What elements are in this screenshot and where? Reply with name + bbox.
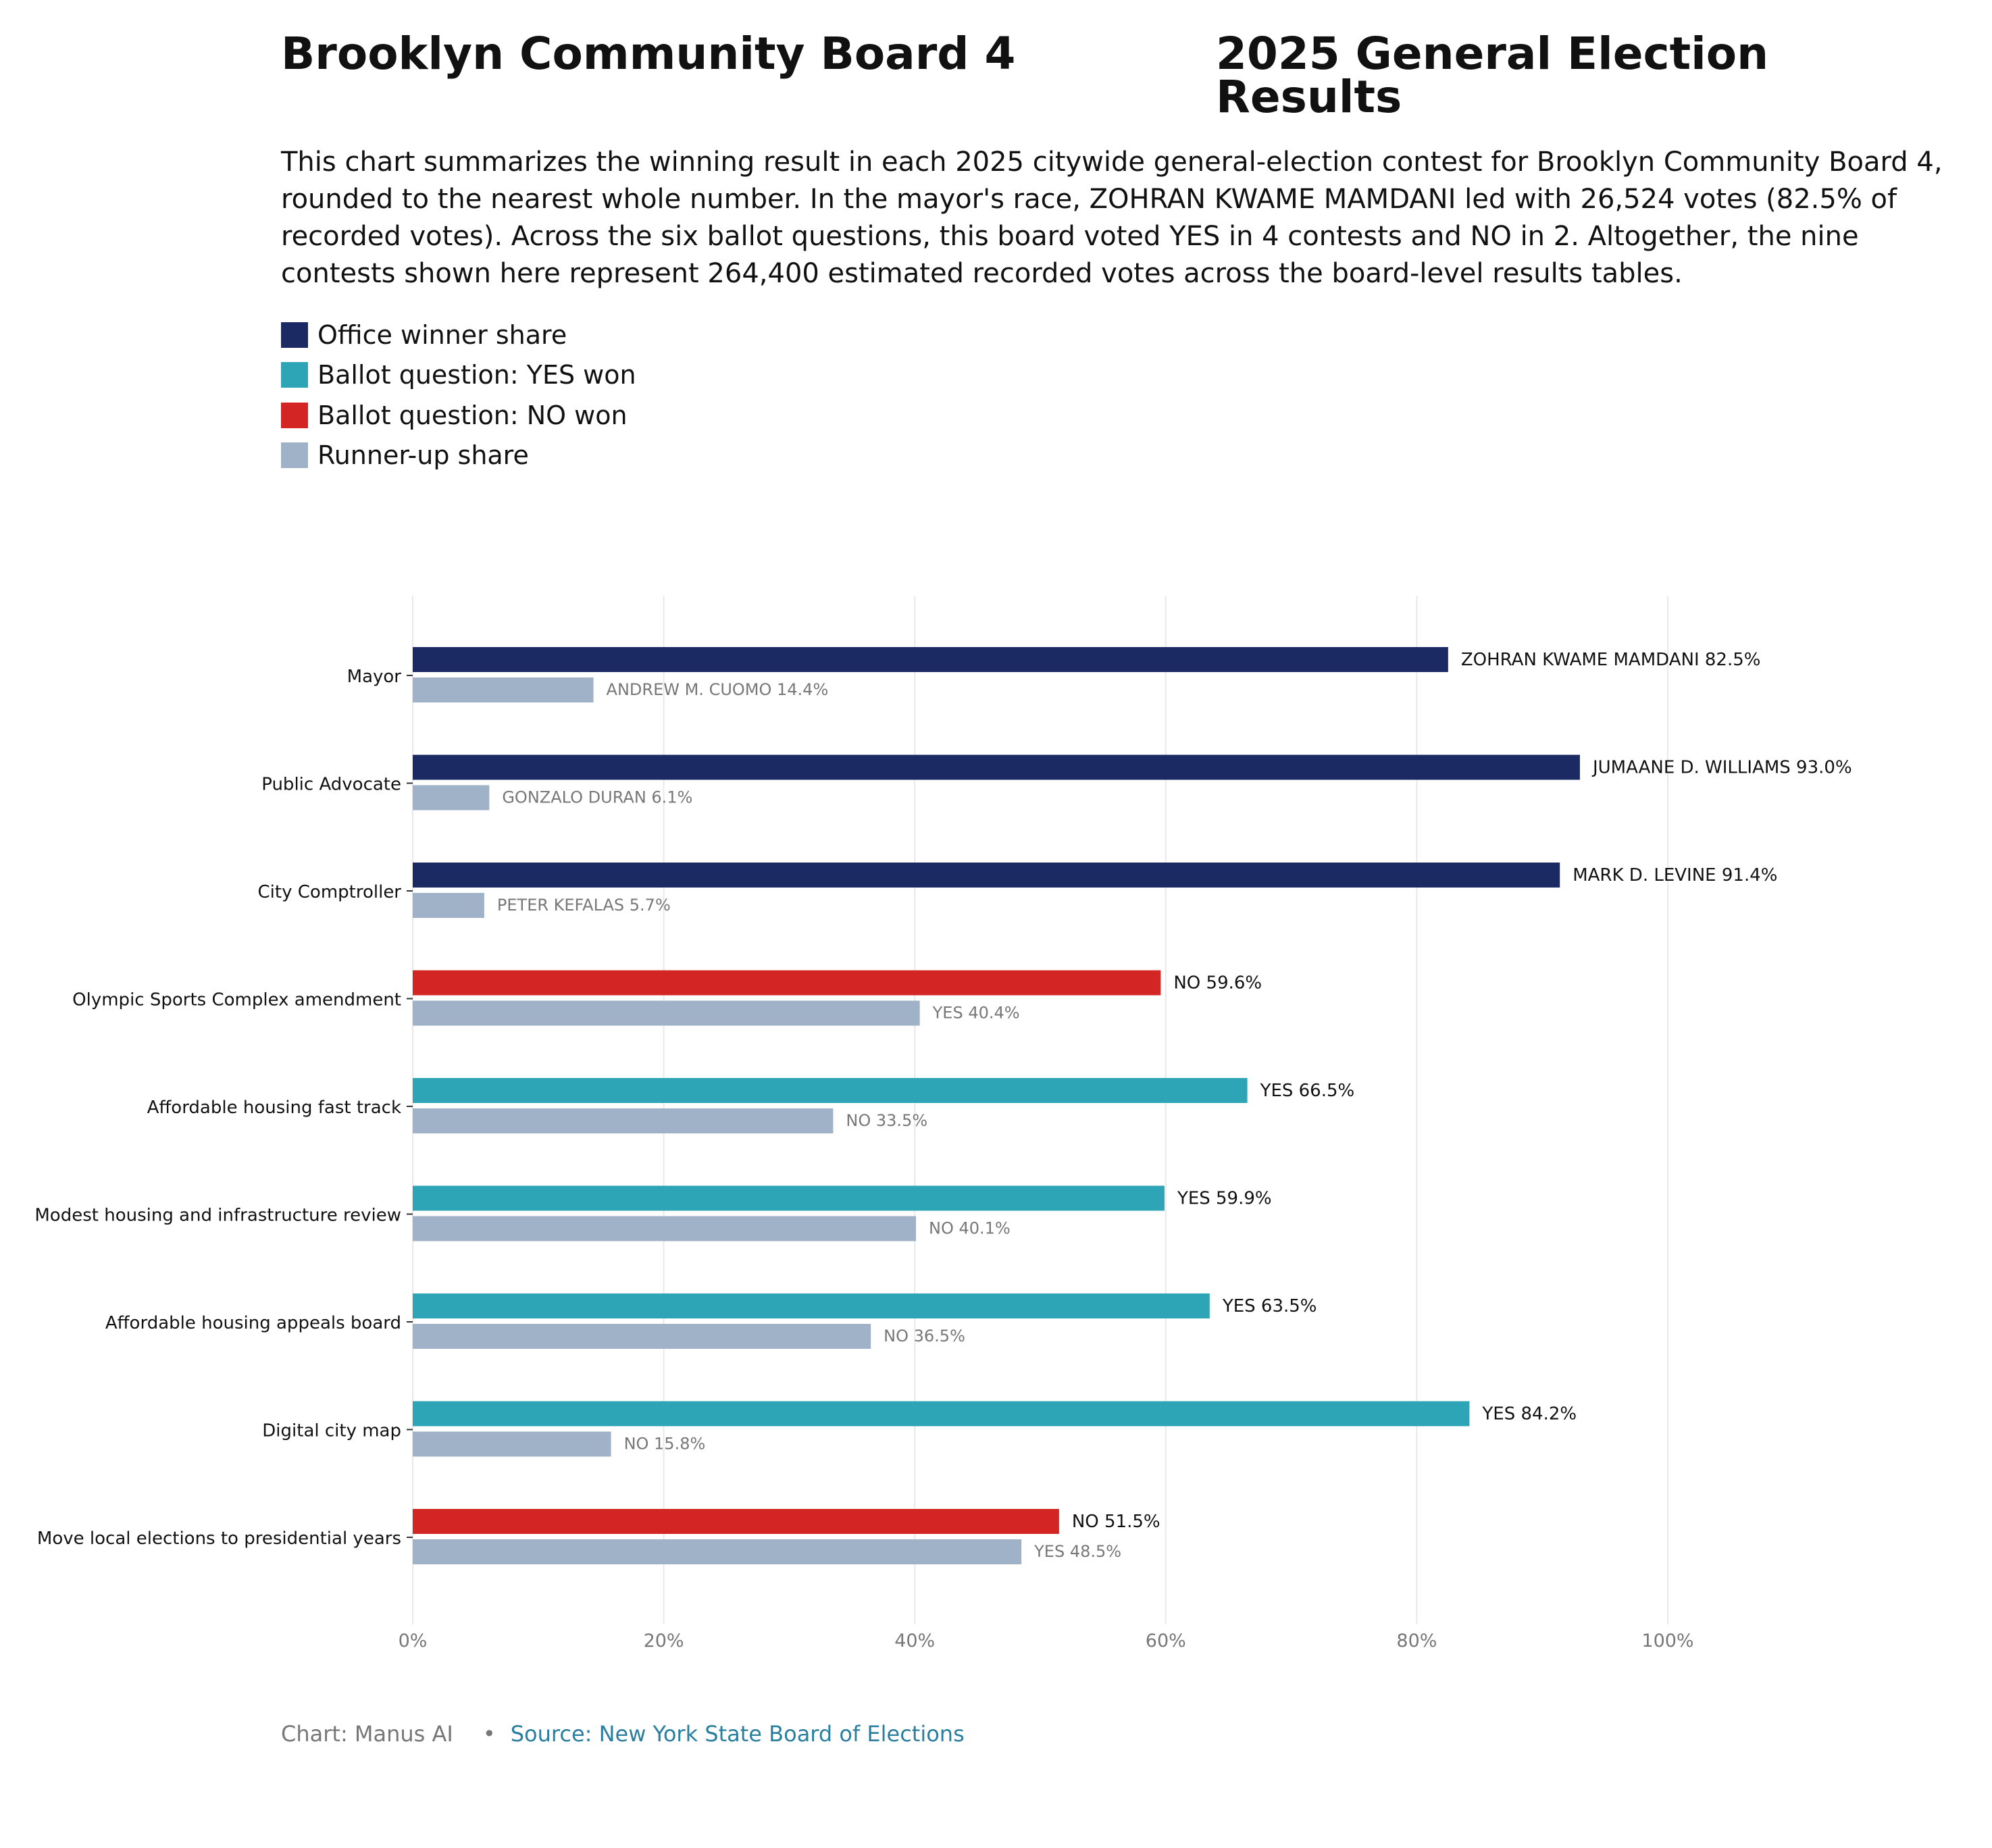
x-tick-label: 0% [399,1631,428,1648]
category-label: Public Advocate [261,775,401,795]
runner-up-bar [413,1108,834,1133]
winner-data-label: YES 66.5% [1260,1081,1355,1101]
runner-up-data-label: PETER KEFALAS 5.7% [497,896,671,915]
legend-item-office-winner: Office winner share [281,315,636,355]
category-label: Olympic Sports Complex amendment [72,990,401,1010]
x-tick-label: 20% [644,1631,684,1648]
runner-up-bar [413,1539,1022,1564]
category-label: Affordable housing fast track [147,1098,401,1118]
x-tick-label: 40% [894,1631,935,1648]
runner-up-data-label: NO 40.1% [929,1219,1011,1238]
chart-title-right: 2025 General Election Results [1216,28,1769,123]
bar-chart: 0% 20% 40% 60% 80% 100% Mayor ZOHRAN KWAME MAMD… [34,596,1852,1648]
legend-swatch [281,402,308,428]
runner-up-bar [413,1431,611,1457]
legend-item-no-won: Ballot question: NO won [281,395,636,436]
footer-separator: • [482,1721,496,1747]
legend-label: Ballot question: NO won [317,400,628,430]
legend-swatch [281,362,308,388]
category-label: Digital city map [262,1421,401,1441]
runner-up-bar [413,893,484,918]
runner-up-data-label: YES 48.5% [1033,1542,1121,1561]
winner-data-label: NO 51.5% [1072,1512,1160,1532]
legend-label: Ballot question: YES won [317,360,636,390]
category-label: Move local elections to presidential yea… [37,1529,401,1549]
winner-bar [413,754,1580,780]
legend-swatch [281,322,308,348]
category-label: Affordable housing appeals board [105,1313,401,1333]
legend: Office winner share Ballot question: YES… [281,315,636,476]
footer: Chart: Manus AI • Source: New York State… [281,1721,965,1747]
winner-bar [413,970,1161,996]
chart-credit: Chart: Manus AI [281,1721,453,1747]
chart-description: This chart summarizes the winning result… [281,147,1943,289]
runner-up-data-label: NO 33.5% [846,1111,927,1130]
winner-bar [413,647,1448,672]
runner-up-bar [413,677,594,702]
runner-up-bar [413,1000,920,1026]
winner-data-label: JUMAANE D. WILLIAMS 93.0% [1591,758,1852,778]
winner-bar [413,863,1560,888]
category-label: Mayor [347,667,402,687]
winner-bar [413,1401,1470,1427]
winner-bar [413,1293,1210,1318]
legend-label: Runner-up share [317,440,529,471]
runner-up-data-label: NO 36.5% [884,1327,965,1345]
winner-bar [413,1078,1248,1103]
runner-up-data-label: YES 40.4% [932,1004,1020,1023]
legend-swatch [281,442,308,469]
x-tick-label: 60% [1146,1631,1186,1648]
winner-data-label: ZOHRAN KWAME MAMDANI 82.5% [1461,650,1761,670]
runner-up-bar [413,1324,871,1349]
runner-up-data-label: ANDREW M. CUOMO 14.4% [607,680,829,699]
winner-data-label: YES 59.9% [1177,1189,1272,1209]
x-tick-label: 80% [1396,1631,1437,1648]
category-label: Modest housing and infrastructure review [34,1206,401,1226]
source-link[interactable]: Source: New York State Board of Election… [510,1721,965,1747]
category-label: City Comptroller [258,882,402,902]
x-tick-label: 100% [1641,1631,1693,1648]
chart-title: Brooklyn Community Board 4 [281,28,1016,80]
legend-item-runner-up: Runner-up share [281,436,636,476]
runner-up-data-label: GONZALO DURAN 6.1% [502,788,692,807]
legend-item-yes-won: Ballot question: YES won [281,355,636,396]
runner-up-bar [413,1216,917,1241]
winner-data-label: YES 63.5% [1222,1296,1317,1316]
winner-data-label: NO 59.6% [1173,973,1262,994]
runner-up-bar [413,785,490,811]
winner-bar [413,1185,1165,1211]
winner-bar [413,1509,1059,1534]
winner-data-label: YES 84.2% [1481,1404,1577,1424]
legend-label: Office winner share [317,319,567,350]
winner-data-label: MARK D. LEVINE 91.4% [1573,865,1777,886]
runner-up-data-label: NO 15.8% [624,1435,706,1454]
